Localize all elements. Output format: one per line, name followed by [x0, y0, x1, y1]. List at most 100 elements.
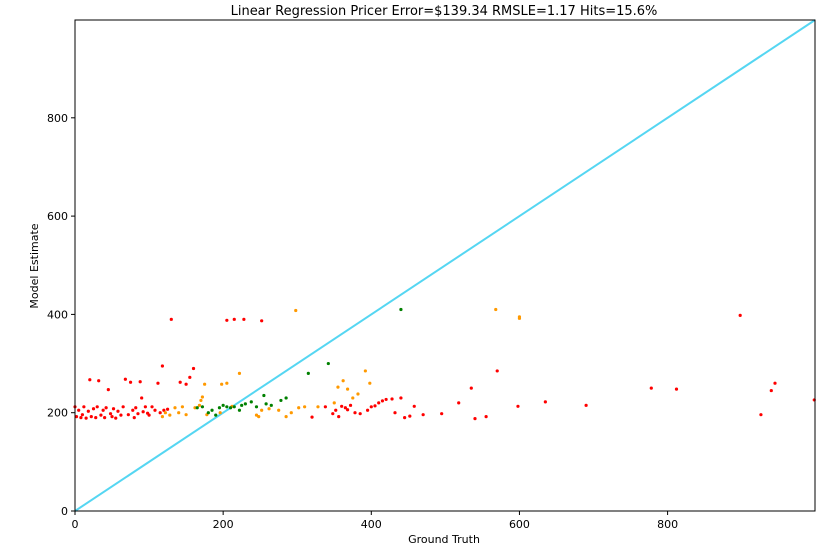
data-point — [228, 406, 233, 410]
data-point — [128, 380, 133, 384]
data-point — [193, 406, 197, 410]
data-point — [237, 371, 242, 375]
data-point — [221, 403, 225, 407]
data-point — [225, 381, 229, 385]
data-point — [184, 382, 188, 386]
data-point — [134, 406, 138, 410]
data-point — [94, 416, 98, 420]
data-point — [457, 401, 461, 405]
data-point — [106, 388, 110, 392]
data-point — [74, 415, 79, 419]
y-tick-label: 800 — [47, 112, 68, 125]
data-point — [345, 387, 350, 391]
data-point — [373, 404, 377, 408]
data-point — [206, 411, 210, 415]
data-point — [356, 392, 360, 396]
data-point — [343, 406, 347, 410]
y-axis-label: Model Estimate — [28, 223, 41, 308]
data-point — [168, 413, 172, 417]
x-tick-label: 800 — [657, 518, 678, 531]
data-point — [260, 408, 264, 412]
data-point — [91, 407, 96, 411]
data-point — [150, 405, 154, 409]
data-point — [358, 412, 362, 416]
data-point — [136, 412, 140, 416]
data-point — [279, 398, 283, 403]
data-point — [484, 415, 488, 419]
chart-title: Linear Regression Pricer Error=$139.34 R… — [231, 4, 658, 19]
data-point — [104, 406, 108, 410]
data-point — [267, 407, 271, 411]
data-point — [114, 416, 118, 420]
data-point — [160, 415, 165, 419]
data-point — [363, 369, 367, 373]
data-point — [232, 405, 236, 409]
data-point — [217, 406, 222, 410]
data-point — [421, 413, 425, 417]
data-point — [584, 403, 588, 407]
data-point — [220, 382, 224, 386]
data-point — [218, 411, 222, 415]
data-point — [495, 369, 499, 373]
data-point — [188, 375, 192, 379]
data-point — [178, 380, 182, 384]
x-tick-label: 400 — [361, 518, 382, 531]
data-point — [177, 411, 181, 415]
data-point — [297, 406, 301, 410]
data-point — [119, 413, 123, 417]
y-tick-label: 0 — [61, 505, 68, 518]
data-point — [390, 397, 394, 401]
data-point — [199, 398, 203, 403]
data-point — [160, 364, 165, 368]
data-point — [340, 404, 344, 408]
data-point — [210, 408, 214, 412]
data-point — [773, 381, 777, 385]
data-point — [254, 405, 259, 409]
data-point — [169, 317, 173, 321]
data-point — [126, 413, 130, 417]
data-point — [516, 404, 520, 408]
data-point — [369, 405, 373, 409]
data-point — [412, 404, 416, 408]
data-point — [336, 385, 340, 389]
data-point — [184, 413, 188, 417]
data-point — [365, 408, 370, 412]
data-point — [116, 409, 120, 413]
data-point — [294, 308, 298, 313]
data-point — [759, 413, 763, 417]
data-point — [323, 405, 327, 409]
plot-frame — [74, 19, 816, 512]
data-point — [769, 388, 773, 393]
data-point — [242, 317, 246, 321]
data-point — [380, 399, 385, 403]
data-point — [408, 414, 412, 418]
data-point — [543, 400, 547, 404]
data-point — [353, 411, 357, 415]
x-tick-label: 200 — [213, 518, 234, 531]
data-point — [103, 416, 107, 420]
data-point — [101, 408, 105, 412]
data-point — [351, 396, 355, 400]
data-point — [284, 415, 288, 419]
data-point — [77, 408, 81, 412]
data-point — [260, 319, 264, 323]
data-point — [257, 415, 261, 419]
data-point — [97, 379, 101, 383]
data-point — [86, 409, 90, 413]
data-point — [163, 411, 167, 415]
data-point — [123, 377, 127, 381]
data-point — [345, 408, 350, 412]
data-point — [232, 317, 236, 321]
data-point — [121, 405, 125, 409]
data-point — [316, 405, 320, 409]
data-point — [384, 397, 388, 402]
data-point — [200, 395, 205, 399]
data-point — [277, 408, 281, 412]
data-point — [89, 415, 93, 419]
axis-ticks: 0 200 400 600 800 0 200 400 600 800 — [47, 112, 678, 531]
data-point — [469, 386, 473, 390]
data-point — [649, 386, 653, 390]
data-point — [494, 307, 498, 312]
data-point — [331, 412, 335, 416]
